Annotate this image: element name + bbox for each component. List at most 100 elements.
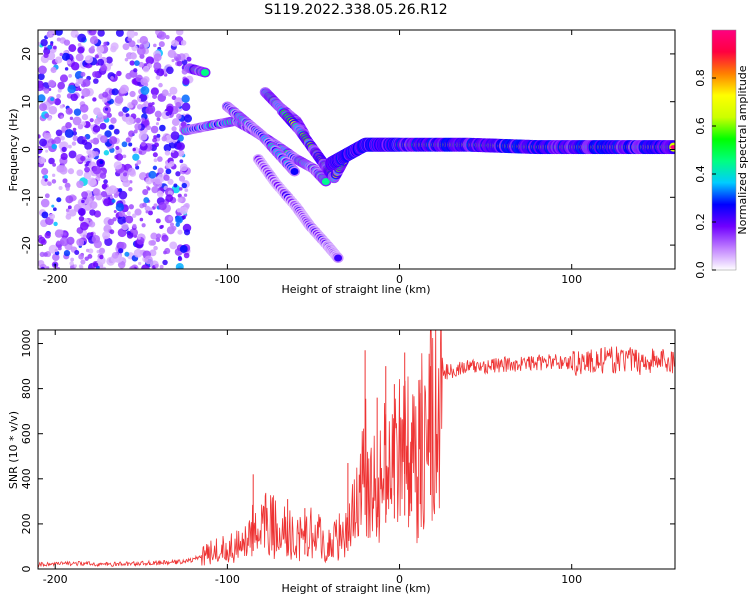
ridge-core — [321, 178, 330, 186]
noise-blob — [171, 149, 175, 153]
noise-blob — [186, 56, 192, 62]
x-tick-label: 0 — [396, 573, 403, 586]
noise-blob — [119, 84, 129, 94]
noise-blob — [133, 68, 138, 73]
noise-blob — [92, 125, 101, 133]
noise-blob — [41, 211, 49, 219]
noise-blob — [115, 145, 120, 151]
noise-blob — [76, 180, 84, 189]
noise-blob — [58, 229, 64, 235]
noise-blob — [133, 129, 138, 134]
noise-blob — [125, 72, 132, 80]
noise-blob — [175, 101, 182, 108]
noise-blob — [93, 240, 102, 249]
noise-blob — [88, 221, 96, 228]
y-tick-label: 0 — [20, 566, 33, 573]
noise-blob — [156, 133, 161, 138]
noise-blob — [118, 111, 124, 117]
noise-blob — [52, 173, 56, 177]
noise-blob — [131, 99, 138, 106]
noise-blob — [44, 193, 50, 199]
ridge-branch-upper — [184, 63, 211, 78]
noise-blob — [66, 59, 72, 65]
noise-blob — [96, 45, 105, 54]
spectrogram-ylabel: Frequency (Hz) — [7, 109, 20, 192]
noise-blob — [128, 186, 133, 192]
noise-blob — [126, 30, 136, 39]
noise-blob — [70, 61, 80, 71]
noise-blob — [103, 198, 112, 207]
noise-blob — [80, 259, 86, 265]
noise-blob — [108, 185, 118, 195]
noise-blob — [160, 224, 164, 229]
noise-blob — [84, 62, 88, 66]
noise-blob — [38, 146, 41, 150]
noise-blob — [54, 98, 62, 106]
noise-blob — [141, 223, 146, 228]
noise-blob — [78, 215, 85, 222]
noise-blob — [177, 149, 185, 157]
noise-blob — [156, 190, 164, 198]
noise-blob — [154, 263, 159, 268]
noise-blob — [138, 261, 142, 266]
noise-blob — [111, 88, 119, 96]
noise-blob — [100, 191, 107, 198]
noise-blob — [139, 36, 149, 45]
noise-blob — [125, 113, 130, 118]
noise-blob — [157, 167, 164, 174]
noise-blob — [142, 202, 147, 208]
x-tick-label: -200 — [43, 273, 68, 286]
noise-blob — [48, 105, 58, 115]
noise-blob — [153, 43, 157, 48]
noise-blob — [65, 208, 70, 213]
noise-blob — [82, 78, 91, 87]
noise-blob — [41, 167, 49, 176]
noise-blob — [163, 144, 172, 152]
noise-blob — [87, 177, 97, 187]
noise-blob — [84, 142, 93, 150]
noise-blob — [62, 178, 68, 184]
noise-blob — [61, 52, 70, 61]
noise-blob — [157, 31, 167, 40]
noise-blob — [75, 53, 84, 62]
noise-blob — [126, 211, 131, 216]
noise-blob — [139, 43, 145, 50]
noise-blob — [90, 231, 94, 236]
noise-blob — [74, 249, 80, 255]
noise-blob — [89, 201, 98, 210]
noise-blob — [183, 229, 191, 236]
noise-blob — [165, 168, 172, 175]
noise-blob — [158, 202, 167, 211]
noise-blob — [38, 83, 44, 92]
noise-blob — [99, 122, 107, 130]
noise-blob — [81, 88, 91, 98]
noise-blob — [70, 30, 79, 38]
noise-blob — [85, 248, 90, 253]
snr-background — [38, 330, 675, 569]
noise-blob — [152, 152, 158, 158]
noise-blob — [171, 39, 179, 47]
noise-blob — [113, 210, 117, 214]
noise-blob — [136, 46, 146, 56]
noise-blob — [48, 79, 56, 87]
noise-blob — [166, 66, 174, 75]
noise-blob — [52, 163, 56, 167]
noise-blob — [80, 71, 86, 77]
colorbar-frame — [711, 29, 737, 271]
noise-blob — [152, 137, 158, 143]
noise-blob — [56, 37, 61, 42]
noise-blob — [155, 75, 161, 80]
noise-blob — [97, 58, 105, 66]
noise-blob — [65, 186, 70, 191]
noise-blob — [176, 207, 182, 213]
noise-blob — [165, 111, 170, 117]
noise-blob — [163, 250, 167, 255]
noise-blob — [150, 87, 159, 96]
noise-blob — [97, 30, 105, 37]
noise-blob — [77, 46, 85, 54]
noise-blob — [115, 30, 124, 37]
noise-blob — [110, 117, 117, 124]
